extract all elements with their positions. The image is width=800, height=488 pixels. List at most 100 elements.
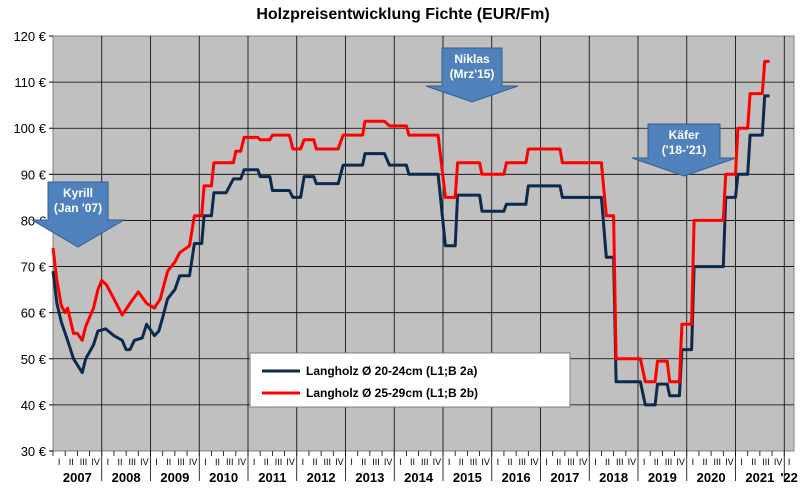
- quarter-label: IV: [628, 457, 637, 467]
- quarter-label: III: [226, 457, 234, 467]
- year-label: 2014: [404, 470, 434, 485]
- year-label: 2018: [599, 470, 628, 485]
- quarter-label: I: [204, 457, 207, 467]
- quarter-label: IV: [384, 457, 393, 467]
- quarter-label: I: [253, 457, 256, 467]
- quarter-label: I: [107, 457, 110, 467]
- quarter-label: I: [740, 457, 743, 467]
- quarter-label: IV: [725, 457, 734, 467]
- quarter-label: I: [643, 457, 646, 467]
- quarter-label: II: [166, 457, 171, 467]
- year-label: 2009: [160, 470, 189, 485]
- legend: Langholz Ø 20-24cm (L1;B 2a) Langholz Ø …: [249, 352, 571, 408]
- quarter-label: III: [275, 457, 283, 467]
- annotation-label: Kyrill: [63, 186, 93, 200]
- quarter-label: IV: [335, 457, 344, 467]
- quarter-label: II: [118, 457, 123, 467]
- y-tick-label: 70 €: [21, 260, 47, 275]
- year-label: '22: [780, 470, 798, 485]
- quarter-label: II: [410, 457, 415, 467]
- quarter-label: IV: [238, 457, 247, 467]
- quarter-label: I: [350, 457, 353, 467]
- quarter-label: IV: [481, 457, 490, 467]
- annotation-arrow: [631, 123, 737, 177]
- y-tick-label: 110 €: [14, 75, 46, 90]
- quarter-label: II: [459, 457, 464, 467]
- quarter-label: IV: [91, 457, 100, 467]
- annotation-arrow: [30, 181, 126, 248]
- quarter-label: II: [361, 457, 366, 467]
- y-tick-label: 40 €: [21, 398, 47, 413]
- quarter-label: I: [399, 457, 402, 467]
- year-label: 2016: [502, 470, 531, 485]
- quarter-label: IV: [676, 457, 685, 467]
- y-tick-label: 60 €: [21, 306, 47, 321]
- quarter-label: IV: [530, 457, 539, 467]
- year-label: 2010: [209, 470, 238, 485]
- quarter-label: II: [264, 457, 269, 467]
- quarter-label: II: [703, 457, 708, 467]
- quarter-label: II: [313, 457, 318, 467]
- quarter-label: I: [545, 457, 548, 467]
- quarter-label: III: [616, 457, 624, 467]
- quarter-label: III: [80, 457, 88, 467]
- quarter-label: II: [654, 457, 659, 467]
- quarter-label: IV: [579, 457, 588, 467]
- quarter-label: III: [470, 457, 478, 467]
- quarter-label: I: [448, 457, 451, 467]
- quarter-label: III: [762, 457, 770, 467]
- quarter-label: IV: [140, 457, 149, 467]
- year-label: 2015: [453, 470, 482, 485]
- quarter-label: IV: [286, 457, 295, 467]
- quarter-label: II: [751, 457, 756, 467]
- y-tick-label: 100 €: [13, 121, 46, 136]
- quarter-label: III: [665, 457, 673, 467]
- annotation-label: Käfer: [669, 128, 700, 142]
- year-label: 2011: [258, 470, 286, 485]
- annotations: Kyrill(Jan '07) Niklas(Mrz'15) Käfer('18-'…: [30, 47, 737, 248]
- quarter-label: III: [372, 457, 380, 467]
- year-label: 2020: [697, 470, 726, 485]
- quarter-label: I: [594, 457, 597, 467]
- series-line-1: [51, 94, 770, 407]
- year-label: 2019: [648, 470, 677, 485]
- year-label: 2007: [63, 470, 92, 485]
- quarter-label: III: [323, 457, 331, 467]
- y-tick-label: 30 €: [21, 444, 47, 459]
- quarter-label: I: [58, 457, 61, 467]
- quarter-label: I: [788, 457, 791, 467]
- series-lines: [51, 59, 770, 407]
- legend-label-series-1: Langholz Ø 20-24cm (L1;B 2a): [306, 364, 477, 378]
- quarter-label: II: [508, 457, 513, 467]
- y-tick-label: 90 €: [21, 167, 47, 182]
- chart-title: Holzpreisentwicklung Fichte (EUR/Fm): [256, 6, 549, 23]
- year-label: 2021: [745, 470, 774, 485]
- quarter-label: I: [497, 457, 500, 467]
- quarter-label: III: [713, 457, 721, 467]
- year-label: 2012: [307, 470, 336, 485]
- legend-label-series-2: Langholz Ø 25-29cm (L1;B 2b): [306, 386, 478, 400]
- quarter-label: III: [518, 457, 526, 467]
- annotation-arrow: [425, 47, 519, 103]
- quarter-label: I: [302, 457, 305, 467]
- quarter-label: IV: [774, 457, 783, 467]
- y-tick-label: 50 €: [21, 352, 47, 367]
- year-label: 2017: [550, 470, 579, 485]
- annotation-label: ('18-'21): [662, 143, 706, 157]
- quarter-label: III: [567, 457, 575, 467]
- quarter-label: II: [556, 457, 561, 467]
- annotation-label: (Jan '07): [54, 201, 102, 215]
- legend-box: [249, 352, 571, 408]
- y-axis: 30 €40 €50 €60 €70 €80 €90 €100 €110 €12…: [13, 29, 53, 459]
- quarter-label: II: [215, 457, 220, 467]
- quarter-label: III: [128, 457, 136, 467]
- quarter-label: I: [692, 457, 695, 467]
- year-label: 2013: [355, 470, 384, 485]
- quarter-label: III: [177, 457, 185, 467]
- annotation-label: (Mrz'15): [450, 67, 495, 81]
- quarter-label: IV: [189, 457, 198, 467]
- series-line-2: [51, 59, 770, 384]
- annotation-label: Niklas: [454, 52, 490, 66]
